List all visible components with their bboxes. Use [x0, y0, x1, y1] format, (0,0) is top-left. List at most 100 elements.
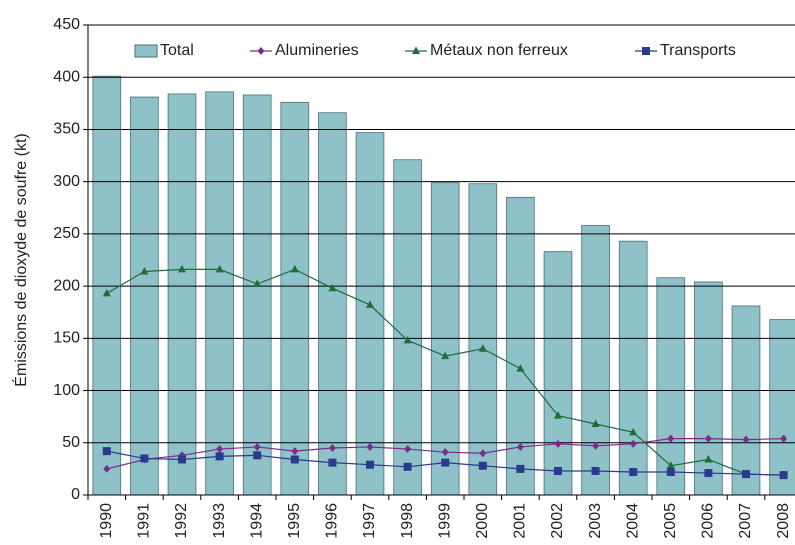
point [642, 47, 650, 55]
y-tick-label: 200 [53, 277, 80, 294]
bar [430, 182, 460, 496]
x-tick-label: 2002 [549, 503, 566, 539]
bar [318, 112, 347, 496]
point [742, 470, 750, 479]
x-tick-label: 1990 [98, 503, 115, 539]
point [441, 351, 450, 360]
point [667, 434, 675, 443]
point [328, 283, 337, 292]
point [704, 454, 713, 463]
x-tick-label: 2006 [700, 503, 717, 539]
bar [92, 75, 122, 496]
point [253, 451, 262, 460]
point [257, 47, 265, 55]
point [516, 364, 525, 372]
point [140, 454, 149, 463]
point [704, 434, 712, 443]
bar [656, 277, 686, 496]
x-tick-label: 1996 [324, 503, 341, 539]
bar [130, 96, 159, 496]
legend-swatch [134, 44, 158, 58]
y-tick-label: 150 [53, 330, 80, 347]
point [290, 264, 299, 273]
x-tick-label: 1998 [399, 503, 416, 539]
point [591, 466, 600, 475]
x-tick-label: 1991 [136, 503, 153, 539]
bar [167, 93, 197, 496]
point [666, 468, 675, 477]
point [103, 464, 111, 473]
x-tick-label: 2008 [775, 503, 792, 539]
bar [543, 251, 573, 496]
x-tick-label: 2004 [624, 503, 641, 539]
point [704, 469, 713, 478]
point [554, 439, 562, 448]
point [780, 434, 788, 443]
y-tick-label: 250 [53, 225, 80, 242]
point [366, 300, 374, 308]
x-tick-label: 1994 [248, 503, 265, 539]
y-tick-label: 300 [53, 173, 80, 190]
point [629, 439, 637, 448]
y-axis-label: Émissions de dioxyde de soufre (kt) [11, 133, 30, 386]
x-tick-label: 1995 [286, 503, 303, 539]
point [629, 468, 638, 477]
x-tick-label: 2003 [587, 503, 604, 539]
point [216, 445, 224, 454]
point [253, 442, 261, 451]
point [403, 462, 412, 471]
point [666, 461, 675, 469]
point [779, 471, 788, 480]
y-tick-label: 50 [62, 434, 80, 451]
bar [205, 91, 234, 496]
point [441, 458, 450, 467]
y-tick-label: 400 [53, 68, 80, 85]
y-tick-label: 450 [53, 16, 80, 33]
point [412, 46, 420, 54]
point [478, 344, 487, 352]
point [554, 466, 562, 475]
point [328, 458, 337, 467]
point [178, 264, 186, 273]
bar [769, 319, 795, 496]
point [403, 335, 412, 344]
point [479, 449, 487, 458]
x-tick-label: 1997 [361, 503, 378, 539]
point [592, 441, 600, 450]
point [291, 447, 299, 456]
point [366, 442, 374, 451]
legend-bg [400, 40, 550, 62]
x-tick-label: 1992 [173, 503, 190, 539]
legend-label: Métaux non ferreux [430, 42, 568, 59]
bar [393, 159, 422, 496]
point [516, 442, 524, 451]
legend-bg [245, 40, 395, 62]
bar [468, 183, 498, 496]
point [629, 427, 638, 436]
y-tick-label: 100 [53, 382, 80, 399]
point [591, 419, 600, 427]
point [178, 455, 186, 464]
y-tick-label: 0 [71, 486, 80, 503]
legend-label: Total [160, 42, 194, 59]
x-tick-label: 2001 [512, 503, 529, 539]
point [253, 279, 262, 288]
legend-label: Transports [660, 42, 736, 59]
point [366, 460, 374, 469]
x-tick-label: 2000 [474, 503, 491, 539]
point [742, 435, 750, 444]
point [290, 455, 299, 464]
bar [581, 225, 610, 496]
bar [731, 305, 761, 496]
point [328, 444, 336, 452]
point [215, 264, 224, 273]
point [441, 448, 449, 457]
bar [242, 94, 272, 496]
point [478, 461, 487, 470]
bar [618, 240, 648, 496]
point [102, 288, 111, 297]
y-tick-label: 350 [53, 121, 80, 138]
point [140, 266, 149, 275]
point [215, 452, 224, 461]
